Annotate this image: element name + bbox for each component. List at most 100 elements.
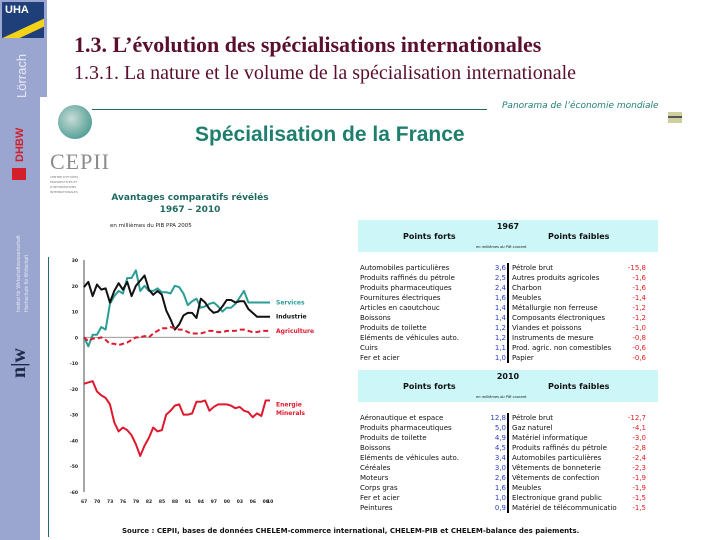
table-cell: Métallurgie non ferreuse [512, 304, 598, 312]
table-cell: Articles en caoutchouc [360, 304, 440, 312]
table-cell: -1,9 [632, 474, 646, 482]
horizontal-rule [92, 109, 487, 110]
table-cell: 1,1 [494, 344, 506, 352]
table-cell: -1,0 [632, 324, 646, 332]
table-cell: -1,2 [632, 314, 646, 322]
table-cell: 1,0 [494, 354, 506, 362]
table-cell: Aéronautique et espace [360, 414, 444, 422]
series-agriculture [83, 326, 270, 347]
y-tick-label: -20 [70, 387, 78, 393]
table-cell: 3,0 [494, 464, 506, 472]
table-cell: -1,5 [632, 494, 646, 502]
y-tick-label: 10 [72, 310, 78, 316]
legend-label: Industrie [276, 314, 307, 321]
table-cell: Pétrole brut [512, 414, 554, 422]
vertical-rule [48, 257, 49, 537]
table-cell: 3,4 [494, 454, 506, 462]
table-cell: Fer et acier [360, 354, 400, 362]
table-cell: Boissons [360, 314, 391, 322]
uha-logo-text: UHA [5, 4, 29, 16]
table-cell: Prod. agric. non comestibles [512, 344, 612, 352]
table-cell: Viandes et poissons [512, 324, 582, 332]
table-cell: -4,1 [632, 424, 646, 432]
table-cell: -1,5 [632, 504, 646, 512]
page-title: 1.3. L’évolution des spécialisations int… [74, 32, 542, 57]
embedded-slide: CEPII CENTRE D'ETUDES PROSPECTIVES ET D'… [40, 97, 700, 540]
y-tick-label: -60 [70, 490, 78, 496]
table-header: 2010 Points forts Points faibles en mill… [358, 370, 658, 402]
x-tick-label: 73 [107, 499, 113, 505]
table-cell: 1,2 [494, 334, 506, 342]
strong-points-label: Points forts [403, 382, 456, 391]
table-cell: -12,7 [627, 414, 646, 422]
table-cell: 2,4 [494, 284, 506, 292]
institute-line2: Hochschule für Wirtschaft [24, 255, 30, 312]
chart-title-line2: 1967 – 2010 [159, 205, 221, 215]
nw-logo: n|w [8, 348, 30, 378]
table-cell: Papier [512, 354, 534, 362]
x-tick-label: 88 [172, 499, 178, 505]
legend-label: Minerals [276, 410, 305, 417]
table-cell: Meubles [512, 484, 542, 492]
table-cell: 1,4 [494, 304, 506, 312]
table-cell: -1,2 [632, 304, 646, 312]
weak-label-column: Pétrole brut Autres produits agricoles Cha… [512, 263, 652, 363]
series-energie-minerals [83, 380, 270, 457]
table-cell: -2,3 [632, 464, 646, 472]
table-cell: Automobiles particulières [512, 454, 602, 462]
table-cell: 2,6 [494, 474, 506, 482]
sidebar: UHA Lörrach DHBW Institut für Wirtschaft… [0, 0, 47, 540]
table-year: 1967 [496, 222, 520, 231]
table-cell: 1,2 [494, 324, 506, 332]
x-tick-label: 09 [263, 499, 269, 505]
minus-icon [668, 112, 682, 123]
table-cell: Instruments de mesure [512, 334, 594, 342]
table-cell: Composants électroniques [512, 314, 606, 322]
table-cell: -15,8 [627, 264, 646, 272]
table-body: Automobiles particulières Produits raffin… [358, 263, 658, 367]
table-cell: Matériel de télécommunicatio [512, 504, 617, 512]
table-cell: Meubles [512, 294, 542, 302]
table-cell: 3,6 [494, 264, 506, 272]
table-body: Aéronautique et espace Produits pharmaceu… [358, 413, 658, 517]
x-tick-label: 67 [81, 499, 87, 505]
table-cell: -1,6 [632, 284, 646, 292]
table-cell: -3,0 [632, 434, 646, 442]
x-tick-label: 85 [159, 499, 165, 505]
table-cell: 1,6 [494, 294, 506, 302]
column-divider [507, 263, 509, 363]
weak-points-label: Points faibles [548, 232, 610, 241]
uha-logo: UHA [2, 2, 44, 38]
institute-line1: Institut für Wirtschaftswissenschaft [16, 235, 22, 312]
strong-value-column: 3,6 2,5 2,4 1,6 1,4 1,4 1,2 1,2 1,1 1,0 [476, 263, 506, 363]
table-cell: -0,8 [632, 334, 646, 342]
table-cell: 1,4 [494, 314, 506, 322]
table-cell: Moteurs [360, 474, 389, 482]
column-divider [507, 413, 509, 513]
weak-label-column: Pétrole brut Gaz naturel Matériel informat… [512, 413, 652, 513]
strong-label-column: Aéronautique et espace Produits pharmaceu… [360, 413, 500, 513]
dhbw-label: DHBW [14, 127, 26, 162]
x-tick-label: 00 [224, 499, 230, 505]
main-title: Spécialisation de la France [195, 123, 465, 146]
table-cell: Electronique grand public [512, 494, 602, 502]
table-cell: -1,9 [632, 484, 646, 492]
series-industrie [83, 274, 270, 331]
table-cell: Produits de toilette [360, 324, 427, 332]
table-cell: -0,6 [632, 344, 646, 352]
y-tick-label: -30 [70, 413, 78, 419]
weak-value-column: -12,7 -4,1 -3,0 -2,8 -2,4 -2,3 -1,9 -1,9 -1,5 -1,… [606, 413, 646, 513]
x-tick-label: 10 [267, 499, 273, 505]
table-cell: Matériel informatique [512, 434, 588, 442]
table-cell: 4,5 [494, 444, 506, 452]
lorrach-label: Lörrach [14, 53, 29, 98]
dhbw-logo-icon [12, 168, 26, 180]
table-cell: Pétrole brut [512, 264, 554, 272]
y-tick-label: -50 [70, 464, 78, 470]
table-cell: Céréales [360, 464, 391, 472]
legend-label: Agriculture [276, 328, 314, 335]
globe-icon [58, 105, 92, 139]
table-cell: Fournitures électriques [360, 294, 441, 302]
table-cell: -0,6 [632, 354, 646, 362]
table-cell: Vêtements de confection [512, 474, 600, 482]
